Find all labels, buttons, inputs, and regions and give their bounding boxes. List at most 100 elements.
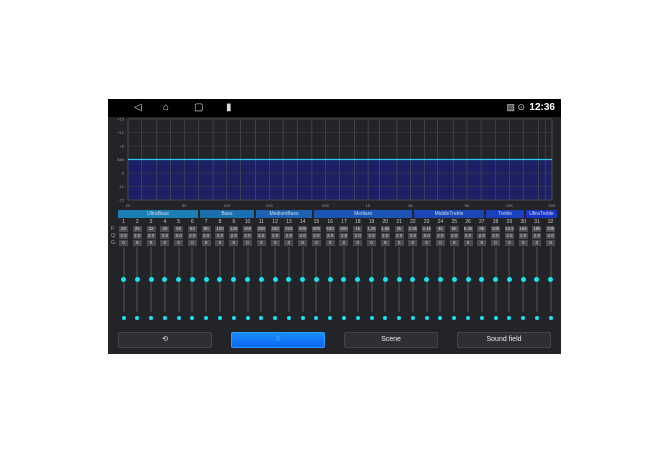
gain-value[interactable]: 0 [422, 240, 432, 246]
q-value[interactable]: 2.0 [160, 233, 170, 239]
freq-value[interactable]: 63 [187, 226, 197, 232]
slider-thumb[interactable] [217, 277, 223, 282]
slider-thumb[interactable] [451, 277, 457, 282]
freq-value[interactable]: 10k [491, 226, 501, 232]
freq-value[interactable]: 5k [449, 226, 459, 232]
gain-value[interactable]: 0 [449, 240, 459, 246]
gain-value[interactable]: 0 [119, 240, 128, 246]
slider-thumb[interactable] [396, 277, 402, 282]
sound-field-button[interactable]: Sound field [457, 332, 551, 348]
q-value[interactable]: 2.0 [146, 233, 156, 239]
q-value[interactable]: 2.0 [504, 233, 514, 239]
freq-value[interactable]: 250 [270, 226, 280, 232]
q-value[interactable]: 2.0 [546, 233, 556, 239]
gain-value[interactable]: 0 [298, 240, 308, 246]
gain-value[interactable]: 0 [243, 240, 253, 246]
q-value[interactable]: 2.0 [491, 233, 501, 239]
freq-value[interactable]: 1k [353, 226, 363, 232]
slider-thumb[interactable] [245, 277, 251, 282]
q-value[interactable]: 2.0 [256, 233, 266, 239]
q-value[interactable]: 2.0 [201, 233, 211, 239]
freq-value[interactable]: 12.5 [504, 226, 514, 232]
freq-value[interactable]: 500 [311, 226, 321, 232]
freq-value[interactable]: 6.3k [463, 226, 473, 232]
q-value[interactable]: 2.0 [119, 233, 128, 239]
freq-value[interactable]: 2.5k [408, 226, 418, 232]
q-value[interactable]: 2.0 [270, 233, 280, 239]
slider-thumb[interactable] [479, 277, 485, 282]
slider-thumb[interactable] [134, 277, 140, 282]
q-value[interactable]: 2.0 [394, 233, 404, 239]
gain-value[interactable]: 0 [394, 240, 404, 246]
slider-thumb[interactable] [162, 277, 168, 282]
freq-value[interactable]: 8k [477, 226, 487, 232]
gain-value[interactable]: 0 [477, 240, 487, 246]
gain-value[interactable]: 0 [160, 240, 170, 246]
freq-value[interactable]: 200 [256, 226, 266, 232]
slider-thumb[interactable] [258, 277, 264, 282]
slider-thumb[interactable] [506, 277, 512, 282]
q-value[interactable]: 2.0 [353, 233, 363, 239]
gain-value[interactable]: 0 [146, 240, 156, 246]
q-value[interactable]: 2.0 [215, 233, 225, 239]
slider-thumb[interactable] [231, 277, 237, 282]
slider-thumb[interactable] [189, 277, 195, 282]
gain-value[interactable]: 0 [284, 240, 294, 246]
slider-thumb[interactable] [520, 277, 526, 282]
slider-thumb[interactable] [327, 277, 333, 282]
q-value[interactable]: 2.0 [132, 233, 142, 239]
gain-value[interactable]: 0 [435, 240, 445, 246]
slider-thumb[interactable] [534, 277, 540, 282]
gain-value[interactable]: 0 [353, 240, 363, 246]
gain-value[interactable]: 0 [408, 240, 418, 246]
q-value[interactable]: 2.0 [477, 233, 487, 239]
slider-thumb[interactable] [493, 277, 499, 282]
freq-value[interactable]: 315 [284, 226, 294, 232]
freq-value[interactable]: 16k [518, 226, 528, 232]
slider-thumb[interactable] [286, 277, 292, 282]
equalizer-button[interactable]: ⫶⫶ [231, 332, 325, 348]
group-bass[interactable]: Bass [200, 210, 254, 218]
slider-thumb[interactable] [341, 277, 347, 282]
slider-thumb[interactable] [300, 277, 306, 282]
freq-value[interactable]: 32 [146, 226, 156, 232]
q-value[interactable]: 2.0 [435, 233, 445, 239]
freq-value[interactable]: 18k [532, 226, 542, 232]
q-value[interactable]: 2.0 [518, 233, 528, 239]
gain-value[interactable]: 0 [380, 240, 390, 246]
q-value[interactable]: 2.0 [311, 233, 321, 239]
reset-button[interactable]: ⟲ [118, 332, 212, 348]
gain-value[interactable]: 0 [325, 240, 335, 246]
gain-value[interactable]: 0 [491, 240, 501, 246]
freq-value[interactable]: 50 [174, 226, 184, 232]
q-value[interactable]: 2.0 [422, 233, 432, 239]
slider-thumb[interactable] [410, 277, 416, 282]
slider-thumb[interactable] [203, 277, 209, 282]
freq-value[interactable]: 25 [132, 226, 142, 232]
gain-value[interactable]: 0 [532, 240, 542, 246]
slider-thumb[interactable] [176, 277, 182, 282]
group-ultrabass[interactable]: UltraBass [118, 210, 198, 218]
slider-thumb[interactable] [548, 277, 554, 282]
slider-thumb[interactable] [465, 277, 471, 282]
freq-value[interactable]: 20 [119, 226, 128, 232]
q-value[interactable]: 2.0 [284, 233, 294, 239]
group-mediant[interactable]: Mediant [314, 210, 412, 218]
freq-value[interactable]: 630 [325, 226, 335, 232]
group-middletreble[interactable]: MiddleTreble [414, 210, 484, 218]
q-value[interactable]: 2.0 [174, 233, 184, 239]
q-value[interactable]: 2.0 [449, 233, 459, 239]
q-value[interactable]: 2.0 [187, 233, 197, 239]
home-icon[interactable]: ⌂ [163, 102, 170, 113]
gain-value[interactable]: 0 [270, 240, 280, 246]
gain-value[interactable]: 0 [463, 240, 473, 246]
scene-button[interactable]: Scene [344, 332, 438, 348]
freq-value[interactable]: 800 [339, 226, 349, 232]
slider-thumb[interactable] [121, 277, 126, 282]
freq-value[interactable]: 125 [229, 226, 239, 232]
group-ultratreble[interactable]: UltraTreble [526, 210, 557, 218]
slider-thumb[interactable] [272, 277, 278, 282]
freq-value[interactable]: 40 [160, 226, 170, 232]
freq-value[interactable]: 1.6k [380, 226, 390, 232]
freq-value[interactable]: 2k [394, 226, 404, 232]
